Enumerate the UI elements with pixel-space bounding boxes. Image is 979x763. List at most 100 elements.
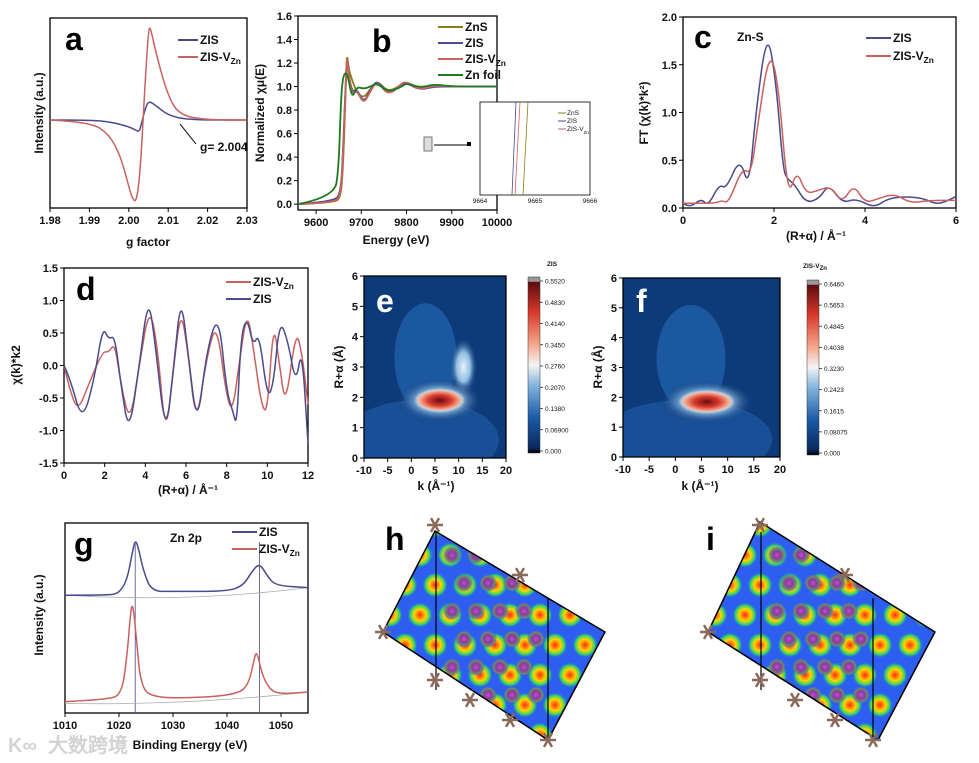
charge-density-blob [747,692,773,718]
x-tick-label: 0 [61,470,67,482]
inset-arrow-head [467,142,471,146]
annotation-zn-2p: Zn 2p [170,531,202,545]
charge-density-blob [422,692,448,718]
x-axis-label: (R+α) / Å⁻¹ [786,228,846,243]
colorbar-tick-label: 0.4830 [545,300,565,307]
series-group [49,27,247,202]
x-axis-label: Binding Energy (eV) [133,738,248,752]
x-tick-label: 2 [102,470,108,482]
charge-density-blob [497,722,523,740]
atom-site [792,546,810,564]
colorbar-tick-label: 0.3230 [824,366,844,373]
charge-density-blob [708,572,713,598]
atom-site [780,630,798,648]
colorbar-tick-label: 0.4845 [824,324,844,331]
bond-stick [829,712,841,728]
atom-site [852,686,870,704]
bond-stick [504,712,516,728]
bond-marker-icon [462,692,478,708]
plot-frame [49,17,248,209]
bond-marker-icon [540,732,556,748]
y-tick-label: 1.0 [43,296,58,308]
panel-label-e: e [376,283,394,319]
x-tick-label: 15 [748,464,760,476]
y-tick-label: 2.0 [662,12,677,24]
y-tick-label: 1 [611,422,617,434]
charge-density-blob [732,722,758,740]
charge-density-blob [383,692,388,718]
legend-label-subscript: Zn [284,281,294,291]
inset-series-line [511,101,517,196]
bond-stick [464,692,476,708]
x-tick-label: 9600 [304,217,328,229]
charge-density-blob [557,722,583,740]
panel-label-d: d [76,271,96,307]
series-line-zn-foil [297,72,497,206]
structure-i: i [700,517,968,748]
y-axis-label: Intensity (a.u.) [32,574,46,655]
charge-density-blob [747,572,773,598]
series-line-zis-vzn [64,605,309,703]
panel-c: 0 2 4 6 0.0 0.5 1.0 1.5 2.0 (R+α) / Å⁻¹ FT (χ(k)*k… [637,12,959,243]
series-line-zis-vzn [49,27,247,202]
plot-frame [64,522,309,714]
bond-stick [429,672,441,688]
y-tick-label: 1.0 [662,108,677,120]
colorbar-tick-label: 0.1615 [824,408,844,415]
bond-marker-icon [375,624,391,640]
x-tick-label: 1040 [215,720,239,732]
charge-density-blob [617,542,643,568]
x-tick-label: 4 [142,470,149,482]
charge-density-blob [392,572,418,598]
bond-stick [867,732,879,748]
x-tick-label: -10 [615,464,631,476]
atom-site [852,630,870,648]
x-tick-label: 5 [432,465,438,477]
charge-density-blob [897,632,923,658]
legend-label-main: ZIS-V [200,50,231,64]
x-axis-label: k (Å⁻¹) [418,478,455,493]
heatmap-e [364,276,506,458]
x-tick-label: 6 [183,470,189,482]
x-axis-label: (R+α) / Å⁻¹ [158,482,218,497]
charge-density-blob [617,722,643,748]
inset-legend-label: ZIS [567,118,578,125]
series-line-zis [49,101,247,132]
bond-marker-icon [512,567,528,583]
bond-marker-icon [787,692,803,708]
bond-stick [839,567,851,583]
legend-label-main: Zn foil [465,68,501,82]
bond-marker-icon [502,712,518,728]
charge-density-blob [942,662,968,688]
legend-label-main: ZIS [465,36,484,50]
x-tick-label: -5 [383,465,393,477]
x-tick-label: 0 [672,464,678,476]
atom-site [491,546,509,564]
charge-density-blob [732,602,758,628]
x-tick-label: 1020 [107,720,131,732]
charge-density-blob [617,602,643,628]
charge-density-blob [422,632,448,658]
charge-density-blob [467,722,493,740]
charge-density-blob [437,722,463,740]
series-line-zis-vzn [683,60,956,204]
bond-stick [702,624,714,640]
x-tick-label: 0 [408,465,414,477]
bond-stick [542,732,554,748]
colorbar-tick-label: 0.000 [824,451,841,458]
charge-density-blob [527,662,553,688]
charge-density-blob [882,602,908,628]
y-tick-label: 2 [611,392,617,404]
inset-x-tick-label: 9664 [473,198,488,205]
legend-label-main: ZIS [893,31,912,45]
heatmap-f [623,278,780,457]
colorbar-tick-label: 0.08075 [824,429,848,436]
colorbar-tick-label: 0.5653 [824,303,844,310]
charge-density-blob [732,662,758,688]
inset-legend-label-main: ZIS-V [567,126,584,133]
x-tick-label: 15 [476,465,488,477]
colorbar-title-main: ZIS-V [803,263,820,270]
panel-g: 1010 1020 1030 1040 1050 Binding Energy (eV) I… [32,522,309,752]
watermark-logo: K∞ [8,735,37,757]
atom-site [792,658,810,676]
